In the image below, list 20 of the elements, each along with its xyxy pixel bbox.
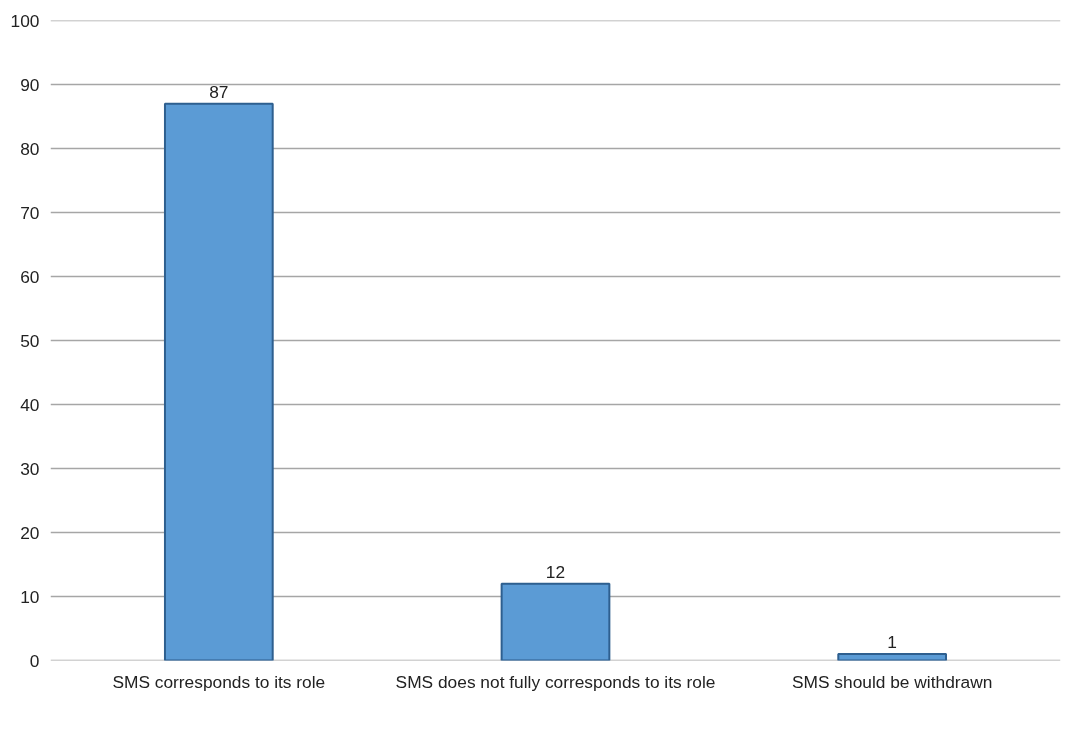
y-tick-label: 0 [29, 650, 40, 671]
x-tick-label: SMS should be withdrawn [792, 671, 993, 692]
x-tick-label: SMS corresponds to its role [112, 671, 326, 692]
data-label: 87 [209, 81, 229, 102]
y-tick-label: 80 [20, 138, 40, 159]
y-tick-label: 100 [10, 10, 40, 31]
y-tick-label: 70 [20, 202, 40, 223]
bar [500, 582, 611, 661]
bar [163, 102, 274, 661]
y-tick-label: 50 [20, 330, 40, 351]
y-tick-label: 30 [20, 458, 40, 479]
y-tick-label: 20 [20, 522, 40, 543]
data-label: 12 [545, 561, 566, 582]
y-tick-label: 90 [20, 74, 40, 95]
x-tick-label: SMS does not fully corresponds to its role [395, 671, 716, 692]
bar [837, 653, 948, 661]
data-label: 1 [887, 632, 897, 653]
y-tick-label: 10 [20, 586, 40, 607]
y-tick-label: 60 [20, 266, 40, 287]
y-tick-label: 40 [20, 394, 40, 415]
